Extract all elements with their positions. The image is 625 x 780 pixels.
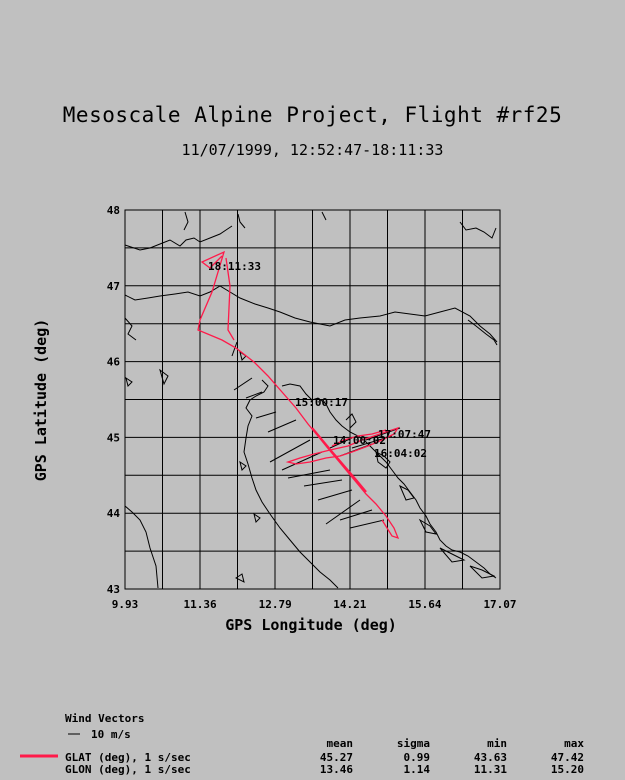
x-tick-label: 11.36: [184, 598, 217, 611]
y-tick-label: 48: [107, 204, 120, 217]
flight-track-thick: [311, 427, 367, 493]
time-label: 15:00:17: [295, 396, 348, 409]
y-tick-label: 44: [107, 507, 121, 520]
x-tick-label: 12.79: [259, 598, 292, 611]
plot-subtitle: 11/07/1999, 12:52:47-18:11:33: [181, 141, 444, 159]
y-tick-labels: 43 44 45 46 47 48: [107, 204, 121, 596]
time-label: 18:11:33: [208, 260, 261, 273]
plot-title: Mesoscale Alpine Project, Flight #rf25: [62, 103, 563, 127]
time-label: 17:07:47: [378, 428, 431, 441]
x-tick-labels: 9.93 11.36 12.79 14.21 15.64 17.07: [112, 598, 517, 611]
y-axis-label: GPS Latitude (deg): [32, 319, 50, 482]
time-label: 16:04:02: [374, 447, 427, 460]
flight-track: [197, 250, 400, 540]
coastline: [124, 211, 498, 589]
y-tick-label: 46: [107, 356, 121, 369]
x-tick-label: 17.07: [483, 598, 516, 611]
time-label: 14:00:02: [333, 434, 386, 447]
x-axis-label: GPS Longitude (deg): [225, 616, 397, 634]
y-tick-label: 45: [107, 431, 120, 444]
x-tick-label: 9.93: [112, 598, 139, 611]
y-tick-label: 43: [107, 583, 120, 596]
x-tick-label: 14.21: [333, 598, 366, 611]
x-tick-label: 15.64: [408, 598, 441, 611]
y-tick-label: 47: [107, 280, 120, 293]
grid: [125, 210, 500, 589]
